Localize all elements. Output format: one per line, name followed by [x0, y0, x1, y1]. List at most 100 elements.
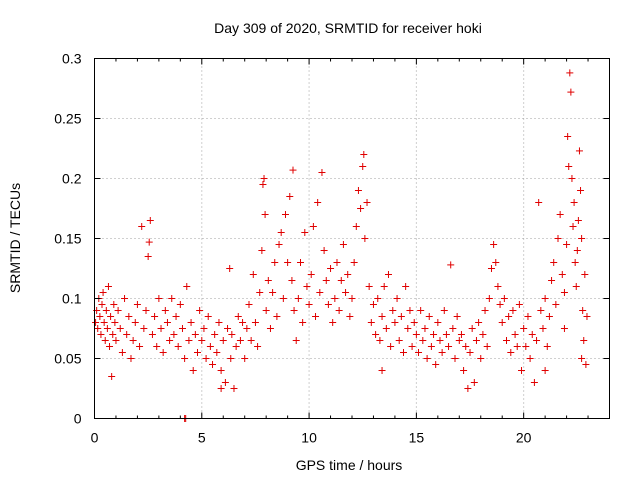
data-point — [227, 355, 235, 362]
data-point — [404, 325, 412, 332]
data-point — [580, 337, 588, 344]
data-point — [579, 307, 587, 314]
data-point — [337, 277, 345, 284]
data-point — [116, 325, 124, 332]
data-point — [236, 337, 244, 344]
data-point — [372, 331, 380, 338]
data-point — [217, 385, 225, 392]
data-point — [316, 289, 324, 296]
data-point — [455, 337, 463, 344]
y-tick-label: 0.05 — [54, 351, 81, 367]
data-point — [111, 319, 119, 326]
data-point — [312, 313, 320, 320]
data-point — [408, 343, 416, 350]
data-point — [384, 271, 392, 278]
data-point — [260, 175, 268, 182]
data-point — [261, 211, 269, 218]
data-point — [176, 301, 184, 308]
data-point — [348, 295, 356, 302]
data-point — [397, 313, 405, 320]
data-point — [526, 355, 534, 362]
data-point — [410, 319, 418, 326]
data-point — [289, 166, 297, 174]
data-point — [178, 325, 186, 332]
data-point — [359, 163, 367, 170]
data-point — [191, 331, 199, 338]
data-point — [335, 307, 343, 314]
data-point — [533, 337, 541, 344]
data-point — [374, 295, 382, 302]
data-point — [211, 331, 219, 338]
data-point — [498, 319, 506, 326]
data-point — [573, 247, 581, 254]
data-point — [378, 313, 386, 320]
data-point — [243, 325, 251, 332]
data-point — [513, 343, 521, 350]
data-point — [181, 355, 189, 362]
data-point — [125, 313, 133, 320]
data-point — [558, 271, 566, 278]
data-point — [194, 349, 201, 356]
data-point — [417, 307, 425, 314]
data-point — [262, 307, 270, 314]
data-point — [174, 343, 182, 350]
data-point — [277, 229, 285, 236]
data-point — [217, 367, 225, 374]
data-point — [213, 349, 221, 356]
data-point — [565, 163, 573, 170]
data-point — [442, 331, 450, 338]
data-point — [550, 259, 558, 266]
data-point — [380, 283, 388, 290]
data-point — [284, 259, 292, 266]
data-point — [571, 259, 579, 266]
data-point — [352, 223, 360, 230]
axis-ticks — [94, 58, 610, 419]
data-point — [294, 295, 302, 302]
data-point — [477, 355, 485, 362]
data-point — [518, 367, 526, 374]
x-tick-labels: 0 5 10 15 20 — [91, 430, 532, 446]
data-point — [94, 325, 102, 332]
data-point — [500, 295, 508, 302]
data-point — [301, 229, 309, 236]
x-tick-label: 5 — [198, 430, 206, 446]
data-point — [487, 265, 495, 272]
data-point — [449, 325, 457, 332]
data-point — [432, 361, 440, 368]
y-tick-label: 0 — [74, 411, 82, 427]
data-point — [127, 355, 135, 362]
data-point — [239, 319, 247, 326]
data-point — [468, 325, 476, 332]
plot-frame — [94, 58, 610, 419]
data-point — [159, 349, 167, 356]
data-point — [462, 343, 470, 350]
data-point — [259, 181, 267, 188]
data-point — [333, 259, 341, 266]
data-point — [423, 355, 431, 362]
chart-title: Day 309 of 2020, SRMTID for receiver hok… — [214, 20, 482, 36]
data-point — [430, 331, 438, 338]
data-point — [123, 331, 131, 338]
data-point — [189, 367, 197, 374]
data-point — [202, 355, 210, 362]
data-point — [577, 187, 585, 194]
data-point — [566, 69, 574, 77]
data-point — [241, 355, 249, 362]
data-point — [269, 289, 277, 296]
data-point — [196, 307, 204, 314]
data-point — [560, 325, 568, 332]
data-point — [369, 301, 377, 308]
data-point — [438, 349, 446, 356]
data-point — [520, 325, 528, 332]
data-point — [183, 283, 191, 290]
data-point — [415, 349, 423, 356]
data-point — [572, 283, 580, 290]
data-point — [314, 199, 322, 206]
data-point — [264, 277, 272, 284]
data-point — [309, 223, 317, 230]
data-point — [224, 325, 232, 332]
data-point — [365, 283, 373, 290]
data-point — [327, 265, 335, 272]
data-point — [133, 301, 141, 308]
data-point — [581, 271, 589, 278]
